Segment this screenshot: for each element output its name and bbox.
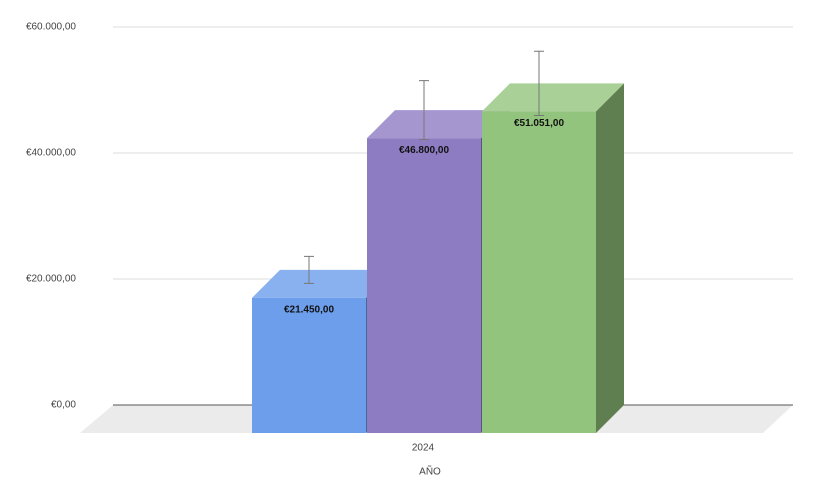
bar	[482, 111, 596, 434]
error-bar	[534, 50, 544, 117]
error-bar	[304, 255, 314, 284]
y-tick-label: €40.000,00	[26, 148, 76, 159]
bar-top	[367, 110, 509, 139]
error-bar	[419, 80, 429, 141]
data-label: €51.051,00	[514, 118, 564, 129]
x-tick-label: 2024	[412, 443, 435, 454]
y-tick-label: €60.000,00	[26, 22, 76, 33]
y-tick-label: €20.000,00	[26, 274, 76, 285]
data-label: €21.450,00	[284, 305, 334, 316]
y-tick-label: €0,00	[51, 400, 76, 411]
data-label: €46.800,00	[399, 145, 449, 156]
bar	[367, 138, 481, 433]
bar-top	[252, 269, 394, 298]
bar-top	[482, 83, 624, 112]
bar	[252, 297, 366, 433]
x-axis-label: AÑO	[419, 465, 441, 478]
bar-side	[596, 83, 624, 434]
